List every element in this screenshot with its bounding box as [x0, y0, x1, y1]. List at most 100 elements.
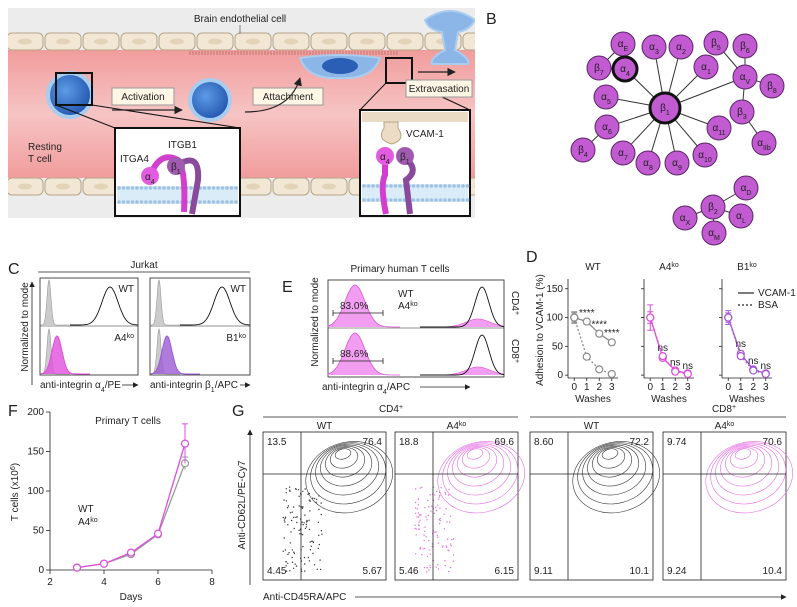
event-dot: [303, 563, 306, 565]
integrin-node: [759, 73, 785, 99]
node-label-base: α: [618, 39, 624, 50]
lipid: [447, 184, 452, 188]
plot-title: A4ko: [447, 421, 467, 433]
lipid: [211, 186, 216, 190]
event-dot: [287, 562, 289, 565]
event-dot: [423, 534, 425, 536]
label-box: [252, 87, 324, 106]
density-contour: [720, 444, 773, 487]
subunit-label: β1: [400, 152, 410, 166]
isotype-peak: [150, 279, 180, 326]
event-dot: [421, 554, 423, 556]
event-dot: [288, 552, 290, 554]
x-tick-label: 2: [750, 382, 756, 393]
event-dot: [426, 567, 428, 569]
row-label-sup: +: [514, 359, 521, 363]
event-dot: [318, 534, 320, 536]
node-label-sub: 6: [608, 129, 612, 136]
event-dot: [309, 549, 312, 551]
lipid: [465, 198, 470, 202]
endothelial-nucleus: [18, 38, 32, 45]
y-label-text: T cells (x10: [10, 470, 21, 521]
event-dot: [296, 516, 298, 518]
lipid: [225, 186, 229, 190]
event-dot: [421, 486, 423, 488]
x-tick-label: 0: [571, 382, 577, 393]
density-contour: [325, 446, 366, 478]
endothelial-cell: [462, 32, 475, 51]
endothelial-nucleus: [208, 38, 222, 45]
subunit-label-base: β: [400, 152, 406, 163]
event-dot: [440, 487, 442, 489]
wt-histogram: [420, 334, 505, 376]
quadrant-value: 9.11: [534, 566, 553, 577]
event-dot: [428, 569, 430, 571]
integrin-node: [729, 99, 755, 125]
significance-label: ns: [760, 361, 771, 372]
lipid: [220, 200, 225, 204]
event-dot: [295, 565, 298, 567]
endothelial-nucleus: [18, 183, 32, 190]
x-tick-label: 0: [647, 382, 653, 393]
node-label-base: α: [712, 123, 718, 134]
y-tick-label: 200: [27, 407, 44, 418]
event-dot: [428, 549, 430, 551]
significance-label: ****: [604, 328, 620, 339]
quadrant-value: 76.4: [363, 437, 383, 448]
data-point: [153, 529, 163, 538]
event-dot: [452, 538, 455, 540]
x-tick-label: 8: [209, 577, 215, 588]
event-dot: [284, 516, 287, 518]
quadrant-value: 10.4: [763, 566, 783, 577]
event-dot: [437, 536, 439, 538]
lipid: [461, 184, 465, 188]
x-label-sub: 4: [383, 389, 387, 396]
lipid: [202, 200, 207, 204]
lipid: [144, 200, 148, 204]
node-label: β2: [708, 202, 718, 216]
event-dot: [303, 522, 305, 524]
density-contour: [310, 442, 386, 505]
lipid: [229, 186, 234, 190]
event-dot: [451, 538, 453, 541]
subunit-label-sub: 1: [177, 169, 181, 176]
activated-t-cell: [188, 78, 232, 122]
event-dot: [426, 555, 429, 558]
event-dot: [444, 560, 446, 562]
event-dot: [431, 505, 433, 507]
density-contour: [442, 442, 518, 505]
event-dot: [438, 498, 440, 500]
event-dot: [450, 545, 452, 547]
event-dot: [283, 537, 285, 539]
event-dot: [309, 541, 311, 543]
integrin-node: [593, 84, 619, 110]
integrin-node: [610, 140, 636, 166]
x-tick-label: 6: [155, 577, 161, 588]
data-point: [582, 352, 591, 361]
event-dot: [420, 514, 422, 516]
event-dot: [418, 514, 421, 516]
integrin-node: [703, 30, 729, 56]
significance-label: ns: [682, 361, 693, 372]
node-label: αV: [740, 72, 751, 86]
gate-label: 88.6%: [340, 349, 368, 360]
event-dot: [309, 500, 311, 502]
node-label-base: α: [649, 42, 655, 53]
density-contour: [577, 442, 653, 505]
x-label: anti-integrin β1/APC: [150, 380, 238, 394]
data-point: [683, 369, 692, 379]
event-dot: [414, 488, 417, 490]
event-dot: [302, 524, 304, 526]
label-box: [405, 79, 473, 98]
node-label: αL: [736, 211, 746, 225]
label: Resting: [28, 142, 62, 153]
node-label-base: α: [601, 92, 607, 103]
event-dot: [308, 528, 311, 531]
lipid: [420, 184, 425, 188]
event-dot: [425, 516, 427, 518]
event-dot: [438, 519, 441, 521]
event-dot: [291, 549, 293, 551]
event-dot: [293, 527, 295, 530]
plot-label-text: B1: [226, 333, 239, 344]
lipid: [202, 186, 207, 190]
